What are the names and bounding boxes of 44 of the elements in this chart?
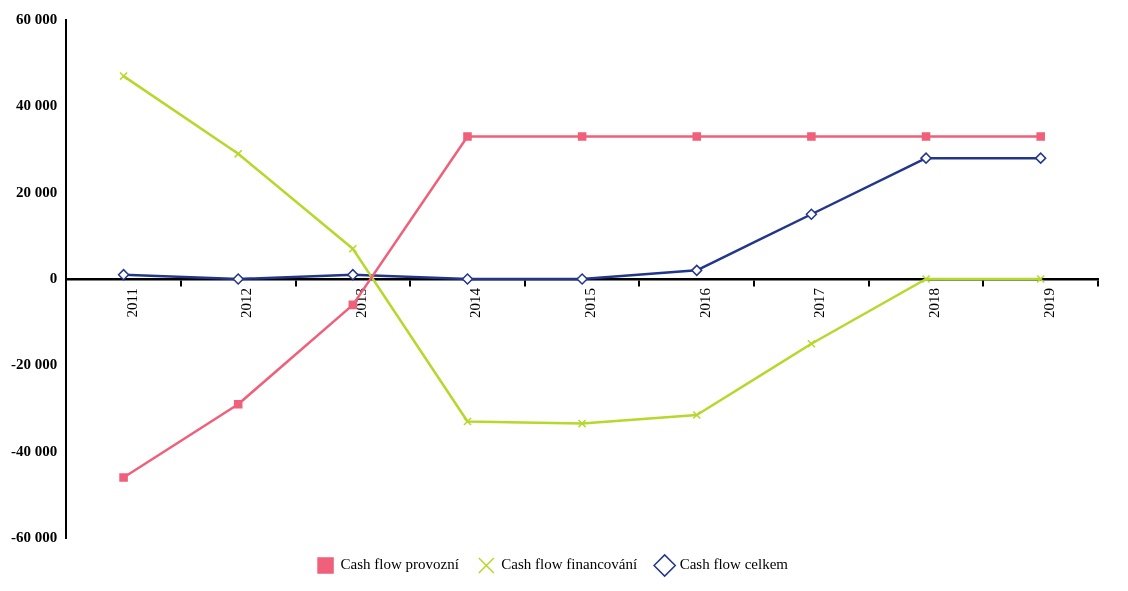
point xyxy=(1036,274,1045,284)
point xyxy=(232,273,244,285)
point xyxy=(463,417,472,426)
point xyxy=(119,71,128,81)
x-tick-label: 2012 xyxy=(238,288,255,318)
y-tick-label: 20 000 xyxy=(16,183,58,200)
y-tick-label: 0 xyxy=(49,269,58,286)
x-tick-label: 2017 xyxy=(811,287,828,318)
point xyxy=(347,268,359,281)
y-tick-label: -20 000 xyxy=(11,356,58,373)
point xyxy=(920,152,932,164)
point xyxy=(805,208,818,220)
point xyxy=(577,419,587,428)
legend-label: Cash flow provozní xyxy=(340,556,459,573)
x-tick-label: 2015 xyxy=(582,288,599,318)
x-tick-label: 2019 xyxy=(1040,288,1057,318)
point xyxy=(691,264,703,277)
point xyxy=(233,149,243,159)
point xyxy=(461,273,474,285)
point xyxy=(233,399,243,409)
y-tick-label: 60 000 xyxy=(16,10,58,27)
point xyxy=(119,473,128,482)
y-tick-label: 40 000 xyxy=(16,97,58,114)
point xyxy=(1036,132,1045,141)
point xyxy=(692,410,702,420)
x-tick-label: 2016 xyxy=(696,287,713,318)
point xyxy=(577,132,587,141)
legend-label: Cash flow celkem xyxy=(679,556,789,573)
point xyxy=(921,132,931,141)
x-tick-label: 2018 xyxy=(925,288,942,318)
point xyxy=(1034,152,1047,164)
point xyxy=(117,268,130,281)
point xyxy=(807,339,816,349)
point xyxy=(692,132,702,141)
legend-label: Cash flow financování xyxy=(501,556,638,573)
x-tick-label: 2014 xyxy=(467,287,484,318)
point xyxy=(348,244,358,254)
y-tick-label: -60 000 xyxy=(11,528,58,545)
y-tick-label: -40 000 xyxy=(11,442,58,459)
point xyxy=(463,132,472,141)
point xyxy=(807,132,816,141)
point xyxy=(921,274,931,284)
point xyxy=(576,273,588,285)
x-tick-label: 2011 xyxy=(123,288,140,318)
